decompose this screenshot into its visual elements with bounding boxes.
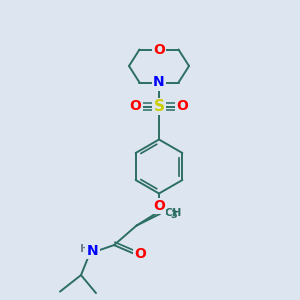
Text: N: N	[87, 244, 98, 258]
Text: O: O	[153, 43, 165, 56]
Text: O: O	[176, 100, 188, 113]
Text: O: O	[134, 247, 146, 261]
Text: CH: CH	[164, 208, 182, 218]
Text: 3: 3	[171, 210, 178, 220]
Text: N: N	[153, 76, 165, 89]
Text: H: H	[80, 244, 89, 254]
Text: O: O	[153, 199, 165, 213]
Text: O: O	[130, 100, 142, 113]
Text: S: S	[154, 99, 164, 114]
